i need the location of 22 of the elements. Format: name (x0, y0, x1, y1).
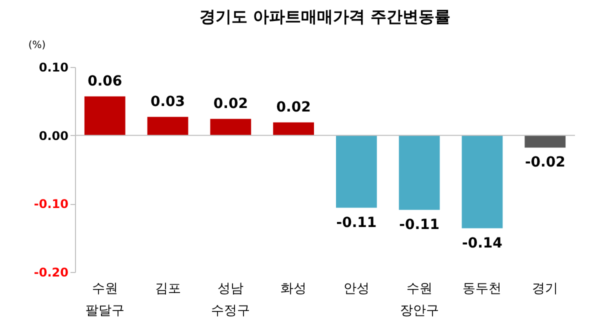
x-tick-label: 김포 (154, 282, 181, 296)
data-label: 0.02 (213, 96, 248, 112)
x-tick-label: 안성 (343, 282, 370, 296)
data-label: 0.03 (150, 94, 186, 110)
data-label: -0.11 (399, 216, 440, 233)
y-tick-label: -0.20 (34, 266, 68, 280)
data-label: 0.06 (88, 73, 122, 90)
y-axis-title: (%) (28, 40, 46, 51)
x-tick-label: 수원 팔달구 (85, 282, 124, 318)
x-tick-label: 성남 수정구 (211, 282, 250, 318)
x-tick-label: 동두천 (462, 282, 502, 296)
y-tick-label: 0.10 (38, 60, 68, 74)
x-tick-label: 경기 (532, 282, 558, 296)
data-label: -0.11 (336, 214, 377, 231)
data-label: -0.14 (462, 235, 503, 252)
y-tick-label: 0.00 (38, 128, 68, 143)
x-tick-label: 수원 장안구 (400, 282, 439, 318)
chart-title: 경기도 아파트매매가격 주간변동률 (199, 7, 451, 26)
y-tick-label: -0.10 (34, 197, 68, 212)
x-tick-label: 화성 (280, 282, 307, 296)
data-label: 0.02 (276, 99, 311, 116)
data-label: -0.02 (524, 154, 566, 171)
